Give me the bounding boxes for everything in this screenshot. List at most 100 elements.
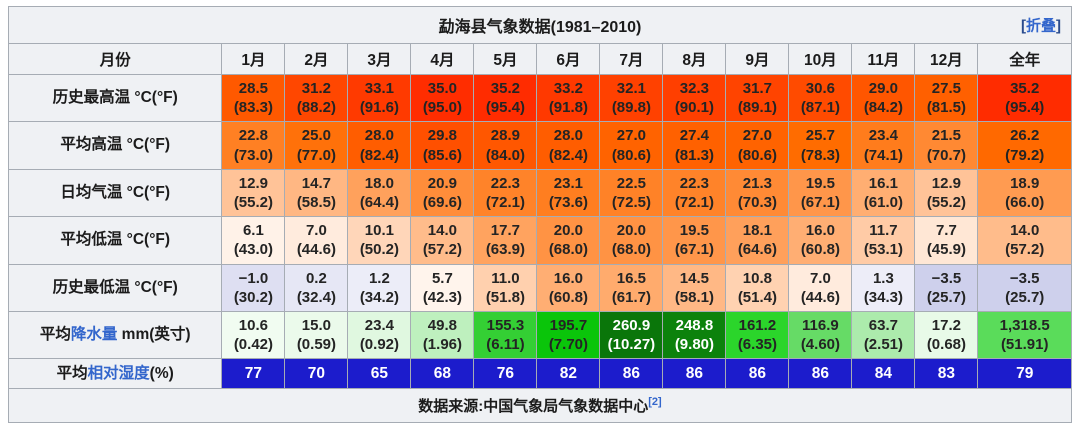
cell-primary-value: 19.5	[805, 174, 835, 192]
cell-primary-value: 10.6	[238, 316, 268, 334]
cell-primary-value: 260.9	[612, 316, 651, 334]
value-cell: 16.5 (61.7)	[599, 263, 664, 312]
humidity-cell: 82	[536, 358, 601, 390]
humidity-cell: 70	[284, 358, 349, 390]
value-cell: 21.5 (70.7)	[914, 121, 979, 170]
cell-secondary-value: (0.92)	[359, 336, 399, 354]
collapse-link[interactable]: 折叠	[1025, 17, 1056, 35]
cell-secondary-value: (82.4)	[359, 146, 399, 164]
value-cell: 20.0 (68.0)	[536, 216, 601, 265]
title-row: 勐海县气象数据(1981–2010) [折叠]	[8, 6, 1072, 44]
column-header-11: 11月	[851, 43, 916, 75]
cell-primary-value: 35.0	[427, 80, 457, 97]
cell-primary-value: 32.1	[616, 80, 646, 97]
cell-secondary-value: (84.0)	[485, 146, 525, 164]
value-cell: 23.4 (0.92)	[347, 310, 412, 360]
month-column-header: 月份	[7, 43, 223, 75]
cell-secondary-value: (57.2)	[422, 241, 462, 259]
cell-secondary-value: (72.1)	[485, 193, 525, 211]
source-row: 数据来源:中国气象局气象数据中心[2]	[8, 388, 1072, 424]
source-text: 数据来源:中国气象局气象数据中心	[418, 398, 649, 416]
cell-primary-value: 11.0	[491, 269, 520, 287]
cell-secondary-value: (85.6)	[422, 146, 462, 164]
value-cell: 1.3 (34.3)	[851, 263, 916, 312]
value-cell: 29.8 (85.6)	[410, 121, 475, 170]
value-cell: 28.0 (82.4)	[536, 121, 601, 170]
cell-secondary-value: (34.2)	[359, 288, 399, 306]
cell-primary-value: 10.8	[742, 269, 772, 287]
reference-link[interactable]: [2]	[648, 396, 662, 409]
value-cell: 25.0 (77.0)	[284, 121, 349, 170]
cell-secondary-value: (77.0)	[296, 146, 336, 164]
value-cell: 22.3 (72.1)	[662, 168, 727, 218]
cell-secondary-value: (63.9)	[485, 241, 525, 259]
value-cell: 0.2 (32.4)	[284, 263, 349, 312]
row-label-text: 历史最高温 °C(°F)	[52, 89, 178, 107]
cell-primary-value: 28.0	[364, 127, 394, 145]
collapse-control: [折叠]	[1021, 15, 1061, 36]
cell-secondary-value: (73.0)	[233, 146, 273, 164]
cell-primary-value: 76	[496, 364, 515, 382]
cell-secondary-value: (4.60)	[800, 336, 840, 354]
value-cell: 27.5 (81.5)	[914, 73, 979, 123]
cell-primary-value: 21.5	[931, 127, 961, 145]
table-title: 勐海县气象数据(1981–2010)	[438, 19, 642, 36]
cell-primary-value: 116.9	[802, 316, 839, 334]
cell-primary-value: 63.7	[868, 316, 898, 334]
cell-secondary-value: (0.68)	[926, 336, 966, 354]
cell-secondary-value: (89.1)	[737, 99, 777, 117]
cell-primary-value: 0.2	[305, 269, 327, 287]
value-cell: −1.0 (30.2)	[221, 263, 286, 312]
cell-primary-value: 1.2	[368, 269, 390, 287]
value-cell: 17.2 (0.68)	[914, 310, 979, 360]
value-cell: 12.9 (55.2)	[914, 168, 979, 218]
table-row: 历史最高温 °C(°F) 28.5 (83.3) 31.2 (88.2) 33.1 (91.…	[7, 73, 1072, 123]
source-cell: 数据来源:中国气象局气象数据中心[2]	[8, 388, 1072, 424]
cell-secondary-value: (55.2)	[233, 193, 273, 211]
value-cell: 28.0 (82.4)	[347, 121, 412, 170]
cell-secondary-value: (43.0)	[233, 241, 273, 259]
cell-primary-value: 28.5	[238, 80, 268, 97]
row-label-link[interactable]: 相对湿度	[87, 364, 150, 382]
cell-primary-value: 20.9	[427, 174, 457, 192]
cell-secondary-value: (58.5)	[296, 193, 336, 211]
value-cell: 19.5 (67.1)	[662, 216, 727, 265]
value-cell: 5.7 (42.3)	[410, 263, 475, 312]
row-label: 平均相对湿度(%)	[7, 358, 223, 390]
value-cell: 14.0 (57.2)	[977, 216, 1072, 265]
row-label-text: 平均低温 °C(°F)	[60, 231, 171, 249]
humidity-cell: 84	[851, 358, 916, 390]
cell-primary-value: 23.4	[868, 127, 898, 145]
cell-primary-value: 26.2	[1010, 127, 1040, 145]
value-cell: 30.6 (87.1)	[788, 73, 853, 123]
row-label-link[interactable]: 降水量	[70, 325, 118, 343]
cell-primary-value: 86	[811, 364, 830, 382]
cell-secondary-value: (60.8)	[800, 241, 840, 259]
value-cell: 35.2 (95.4)	[977, 73, 1072, 123]
cell-primary-value: 77	[244, 364, 263, 382]
cell-primary-value: 84	[874, 364, 893, 382]
cell-primary-value: −3.5	[1009, 269, 1040, 287]
cell-primary-value: 82	[559, 364, 578, 382]
cell-secondary-value: (55.2)	[926, 193, 966, 211]
cell-primary-value: 14.5	[679, 269, 709, 287]
cell-primary-value: 86	[685, 364, 704, 382]
cell-secondary-value: (42.3)	[422, 288, 462, 306]
cell-secondary-value: (73.6)	[548, 193, 588, 211]
cell-primary-value: 33.1	[364, 80, 394, 97]
cell-secondary-value: (61.7)	[611, 288, 651, 306]
column-header-13: 全年	[977, 43, 1072, 75]
row-label: 平均高温 °C(°F)	[7, 121, 223, 170]
cell-secondary-value: (10.27)	[607, 336, 656, 354]
value-cell: 14.7 (58.5)	[284, 168, 349, 218]
cell-secondary-value: (80.6)	[611, 146, 651, 164]
cell-secondary-value: (9.80)	[674, 336, 714, 354]
value-cell: 7.7 (45.9)	[914, 216, 979, 265]
row-label-text: 历史最低温 °C(°F)	[52, 278, 178, 296]
cell-secondary-value: (84.2)	[863, 99, 903, 117]
value-cell: 27.0 (80.6)	[725, 121, 790, 170]
cell-primary-value: 195.7	[549, 316, 588, 334]
cell-secondary-value: (69.6)	[422, 193, 462, 211]
cell-secondary-value: (74.1)	[863, 146, 903, 164]
cell-secondary-value: (81.3)	[674, 146, 714, 164]
